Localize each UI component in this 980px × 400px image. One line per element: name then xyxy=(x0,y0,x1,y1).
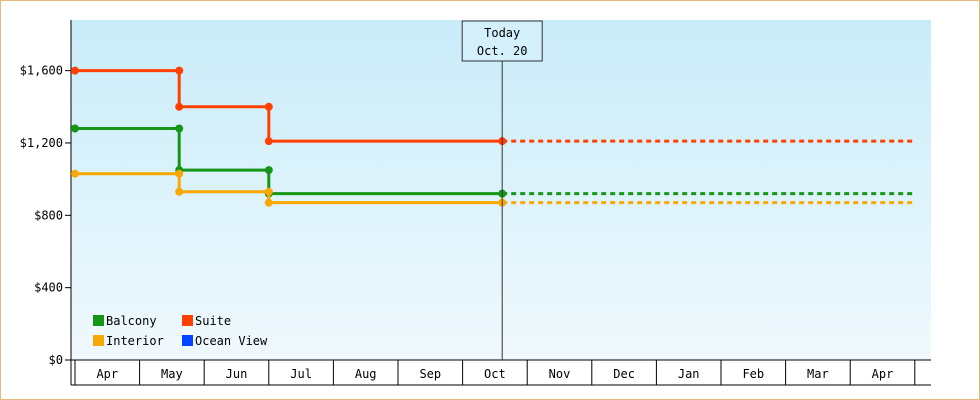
x-tick-label: Oct xyxy=(484,367,506,381)
y-tick-label: $0 xyxy=(49,353,63,367)
x-tick-label: Jul xyxy=(290,367,312,381)
series-point xyxy=(175,102,184,111)
x-tick-label: Jan xyxy=(678,367,700,381)
axis-layer: $0 $400 $800 $1,200 $1,600 Apr May Jun Jul Aug Sep… xyxy=(20,20,931,386)
legend: Balcony Suite Interior Ocean View xyxy=(93,314,268,348)
series-point xyxy=(71,66,79,75)
legend-swatch xyxy=(93,335,104,346)
x-tick-label: Aug xyxy=(355,367,377,381)
series-point xyxy=(264,102,273,111)
y-tick-label: $800 xyxy=(34,208,63,222)
x-tick-label: Dec xyxy=(613,367,635,381)
series-point xyxy=(71,169,79,178)
series-line xyxy=(75,127,503,196)
today-label: Today xyxy=(484,26,520,40)
series-point xyxy=(264,137,273,146)
legend-label: Suite xyxy=(195,314,231,328)
y-tick-label: $1,600 xyxy=(20,64,63,78)
legend-label: Interior xyxy=(106,334,164,348)
x-tick-label: Apr xyxy=(872,367,894,381)
legend-swatch xyxy=(93,315,104,326)
series-point xyxy=(264,166,273,175)
series-point xyxy=(264,198,273,207)
legend-swatch xyxy=(182,315,193,326)
series-point xyxy=(175,169,184,178)
series-layer xyxy=(71,66,913,207)
x-tick-label: Nov xyxy=(549,367,571,381)
x-tick-label: May xyxy=(161,367,183,381)
today-date-label: Oct. 20 xyxy=(477,44,528,58)
today-label-box xyxy=(461,20,543,62)
x-tick-label: Jun xyxy=(226,367,248,381)
series-point xyxy=(264,187,273,196)
legend-label: Balcony xyxy=(106,314,157,328)
series-line xyxy=(75,172,503,205)
today-marker: Today Oct. 20 xyxy=(461,20,543,360)
series-point xyxy=(71,124,79,133)
series-line xyxy=(75,69,503,143)
x-tick-label: Apr xyxy=(96,367,118,381)
y-tick-label: $1,200 xyxy=(20,136,63,150)
series-point xyxy=(175,187,184,196)
legend-label: Ocean View xyxy=(195,334,268,348)
series-point xyxy=(175,124,184,133)
x-tick-label: Feb xyxy=(742,367,764,381)
x-tick-label: Mar xyxy=(807,367,829,381)
x-tick-label: Sep xyxy=(419,367,441,381)
y-tick-label: $400 xyxy=(34,281,63,295)
legend-swatch xyxy=(182,335,193,346)
series-point xyxy=(175,66,184,75)
